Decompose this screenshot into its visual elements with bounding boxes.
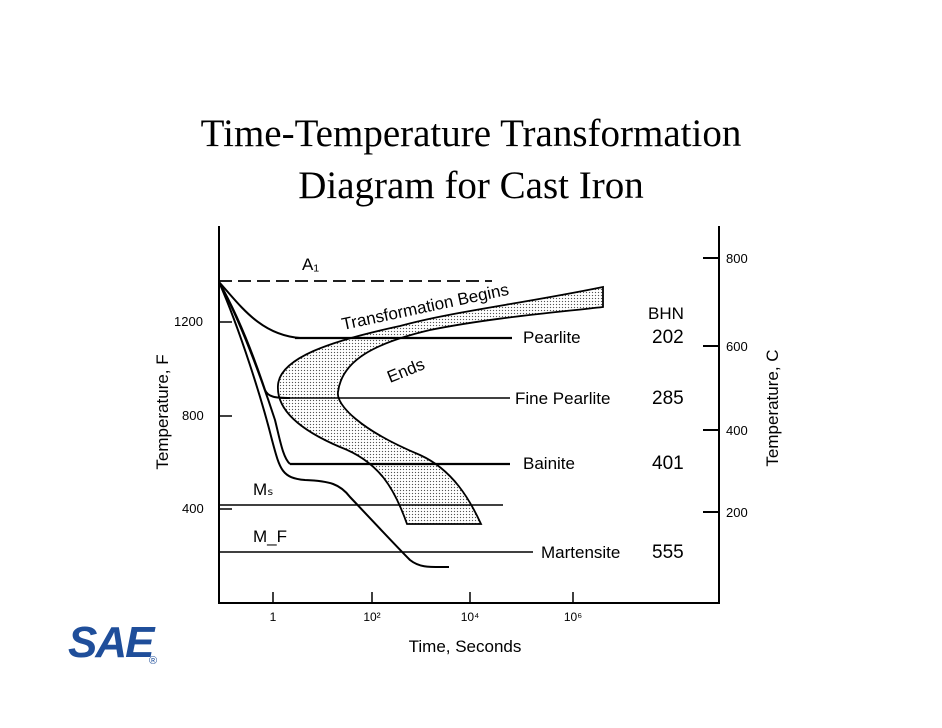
product-label-bainite: Bainite xyxy=(523,454,575,473)
ms-label: Mₛ xyxy=(253,480,274,499)
bhn-value-martensite: 555 xyxy=(652,542,684,563)
bhn-value-fine-pearlite: 285 xyxy=(652,388,684,409)
transformation-band xyxy=(277,285,604,525)
right-tick-label-200: 200 xyxy=(726,505,748,520)
y-left-axis-title: Temperature, F xyxy=(153,354,172,469)
product-label-fine-pearlite: Fine Pearlite xyxy=(515,389,610,408)
right-tick-label-400: 400 xyxy=(726,423,748,438)
x-tick-label-10-2: 10² xyxy=(363,610,380,624)
ends-label: Ends xyxy=(384,355,427,387)
cooling-curve-pearlite xyxy=(218,281,301,339)
bhn-header: BHN xyxy=(648,304,684,323)
x-axis-title: Time, Seconds xyxy=(409,637,522,656)
left-tick-label-400: 400 xyxy=(182,501,204,516)
product-label-pearlite: Pearlite xyxy=(523,328,581,347)
product-label-martensite: Martensite xyxy=(541,543,620,562)
x-tick-label-10-6: 10⁶ xyxy=(564,610,582,624)
plot-frame xyxy=(218,226,720,604)
y-right-axis-title: Temperature, C xyxy=(763,349,782,466)
sae-logo: SAE xyxy=(68,618,154,667)
title-line-2: Diagram for Cast Iron xyxy=(298,164,644,207)
cooling-curve-martensite xyxy=(218,281,450,569)
right-tick-label-600: 600 xyxy=(726,339,748,354)
cooling-curve-bainite xyxy=(218,281,291,465)
bhn-value-bainite: 401 xyxy=(652,453,684,474)
x-tick-label-10-4: 10⁴ xyxy=(461,610,480,624)
mf-label: M_F xyxy=(253,527,287,546)
bhn-value-pearlite: 202 xyxy=(652,327,684,348)
slide-title: Time-Temperature Transformation Diagram … xyxy=(0,108,942,212)
left-tick-label-800: 800 xyxy=(182,408,204,423)
a1-label: A₁ xyxy=(302,255,319,274)
title-line-1: Time-Temperature Transformation xyxy=(200,112,742,155)
right-tick-label-800: 800 xyxy=(726,251,748,266)
left-tick-label-1200: 1200 xyxy=(174,314,203,329)
x-tick-label-1: 1 xyxy=(270,610,277,624)
registered-mark: ® xyxy=(149,655,158,667)
